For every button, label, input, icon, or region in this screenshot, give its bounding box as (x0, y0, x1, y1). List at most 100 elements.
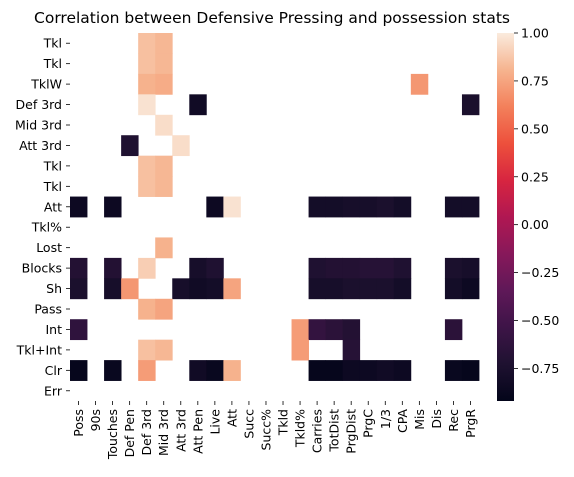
x-tick-label: Mid 3rd (156, 409, 171, 456)
heatmap-cell (461, 196, 480, 218)
x-tick-label: Poss (71, 409, 86, 437)
heatmap-cell (342, 196, 361, 218)
y-tick-label: Tkl (43, 158, 62, 173)
heatmap-cell (121, 135, 139, 157)
heatmap-cell (308, 319, 327, 341)
heatmap-cell (189, 94, 207, 116)
y-tick-label: Def 3rd (16, 97, 63, 112)
heatmap-cell (376, 257, 395, 279)
heatmap-cell (410, 73, 429, 95)
x-tick-label: Carries (310, 409, 325, 453)
heatmap-cell (70, 257, 88, 279)
y-tick-label: Int (45, 322, 62, 337)
heatmap-cell (121, 278, 139, 300)
heatmap-cell (138, 360, 156, 381)
heatmap-cell (461, 360, 480, 381)
y-tick-label: Lost (36, 240, 62, 255)
heatmap-cell (155, 298, 173, 320)
heatmap-cell (325, 278, 344, 300)
colorbar-tick-label: 0.00 (521, 217, 549, 232)
x-tick-label: PrgR (463, 409, 478, 438)
heatmap-cell (461, 94, 480, 116)
heatmap-cell (155, 176, 173, 197)
heatmap-cells (70, 33, 480, 381)
heatmap-cell (291, 339, 309, 361)
colorbar-tick-label: 0.50 (521, 121, 549, 136)
x-tick-label: PrgC (361, 409, 376, 438)
heatmap-cell (308, 257, 327, 279)
heatmap-cell (70, 319, 88, 341)
x-tick-label: 1/3 (378, 409, 393, 429)
heatmap-cell (393, 257, 412, 279)
heatmap-cell (325, 360, 344, 381)
colorbar-ticks: 1.00 0.75 0.50 0.25 0.00 −0.25 −0.50 −0.75 (514, 26, 559, 376)
colorbar-tick-label: 1.00 (521, 26, 549, 41)
heatmap-cell (138, 176, 156, 197)
heatmap-cell (138, 53, 156, 75)
heatmap-cell (223, 278, 241, 300)
heatmap-cell (444, 196, 463, 218)
heatmap-cell (138, 73, 156, 95)
colorbar-tick-label: −0.50 (521, 313, 559, 328)
heatmap-cell (342, 360, 361, 381)
heatmap-cell (376, 196, 395, 218)
x-tick-label: Def Pen (122, 409, 137, 457)
x-tick-label: Live (207, 409, 222, 435)
y-tick-label: Blocks (22, 261, 62, 276)
heatmap-cell (206, 278, 224, 300)
y-tick-label: Mid 3rd (15, 118, 62, 133)
heatmap-cell (104, 278, 122, 300)
heatmap-cell (359, 196, 378, 218)
heatmap-cell (444, 278, 463, 300)
heatmap-cell (376, 278, 395, 300)
y-tick-label: Sh (46, 281, 62, 296)
y-tick-label: Err (44, 383, 63, 398)
x-tick-label: Dis (429, 409, 444, 429)
heatmap-cell (155, 339, 173, 361)
heatmap-cell (444, 257, 463, 279)
heatmap-cell (444, 319, 463, 341)
x-axis-ticks: Poss 90s Touches Def Pen Def 3rd Mid 3rd Att 3… (71, 401, 478, 460)
x-tick-label: Att (224, 409, 239, 427)
heatmap-cell (223, 360, 241, 381)
heatmap-cell (155, 155, 173, 177)
heatmap-cell (138, 339, 156, 361)
heatmap-cell (206, 196, 224, 218)
x-tick-label: TotDist (327, 409, 342, 453)
heatmap-cell (342, 339, 361, 361)
heatmap-cell (376, 360, 395, 381)
heatmap-cell (138, 298, 156, 320)
heatmap-cell (393, 360, 412, 381)
heatmap-cell (70, 360, 88, 381)
y-tick-label: Clr (45, 363, 63, 378)
heatmap-cell (308, 278, 327, 300)
heatmap-cell (393, 278, 412, 300)
y-tick-label: Tkl% (31, 220, 62, 235)
heatmap-cell (104, 257, 122, 279)
heatmap-cell (155, 73, 173, 95)
x-tick-label: Att 3rd (173, 409, 188, 452)
heatmap-cell (138, 257, 156, 279)
x-tick-label: Tkld% (293, 409, 308, 448)
heatmap-cell (308, 196, 327, 218)
heatmap-cell (223, 196, 241, 218)
colorbar-tick-label: 0.75 (521, 73, 549, 88)
heatmap-cell (104, 196, 122, 218)
heatmap-cell (172, 278, 190, 300)
heatmap-cell (461, 257, 480, 279)
heatmap-cell (325, 196, 344, 218)
x-tick-label: Tkld (276, 409, 291, 436)
x-tick-label: CPA (395, 409, 410, 433)
heatmap-cell (155, 53, 173, 75)
x-tick-label: PrgDist (344, 409, 359, 454)
heatmap-cell (104, 360, 122, 381)
y-tick-label: Tkl (43, 179, 62, 194)
y-tick-label: Att (44, 199, 62, 214)
x-tick-label: Rec (446, 409, 461, 432)
heatmap-cell (155, 114, 173, 136)
x-tick-label: Att Pen (190, 409, 205, 454)
heatmap-cell (155, 237, 173, 259)
y-axis-ticks: Tkl Tkl TklW Def 3rd Mid 3rd Att 3rd Tkl Tkl Att… (15, 36, 70, 398)
heatmap-cell (359, 278, 378, 300)
